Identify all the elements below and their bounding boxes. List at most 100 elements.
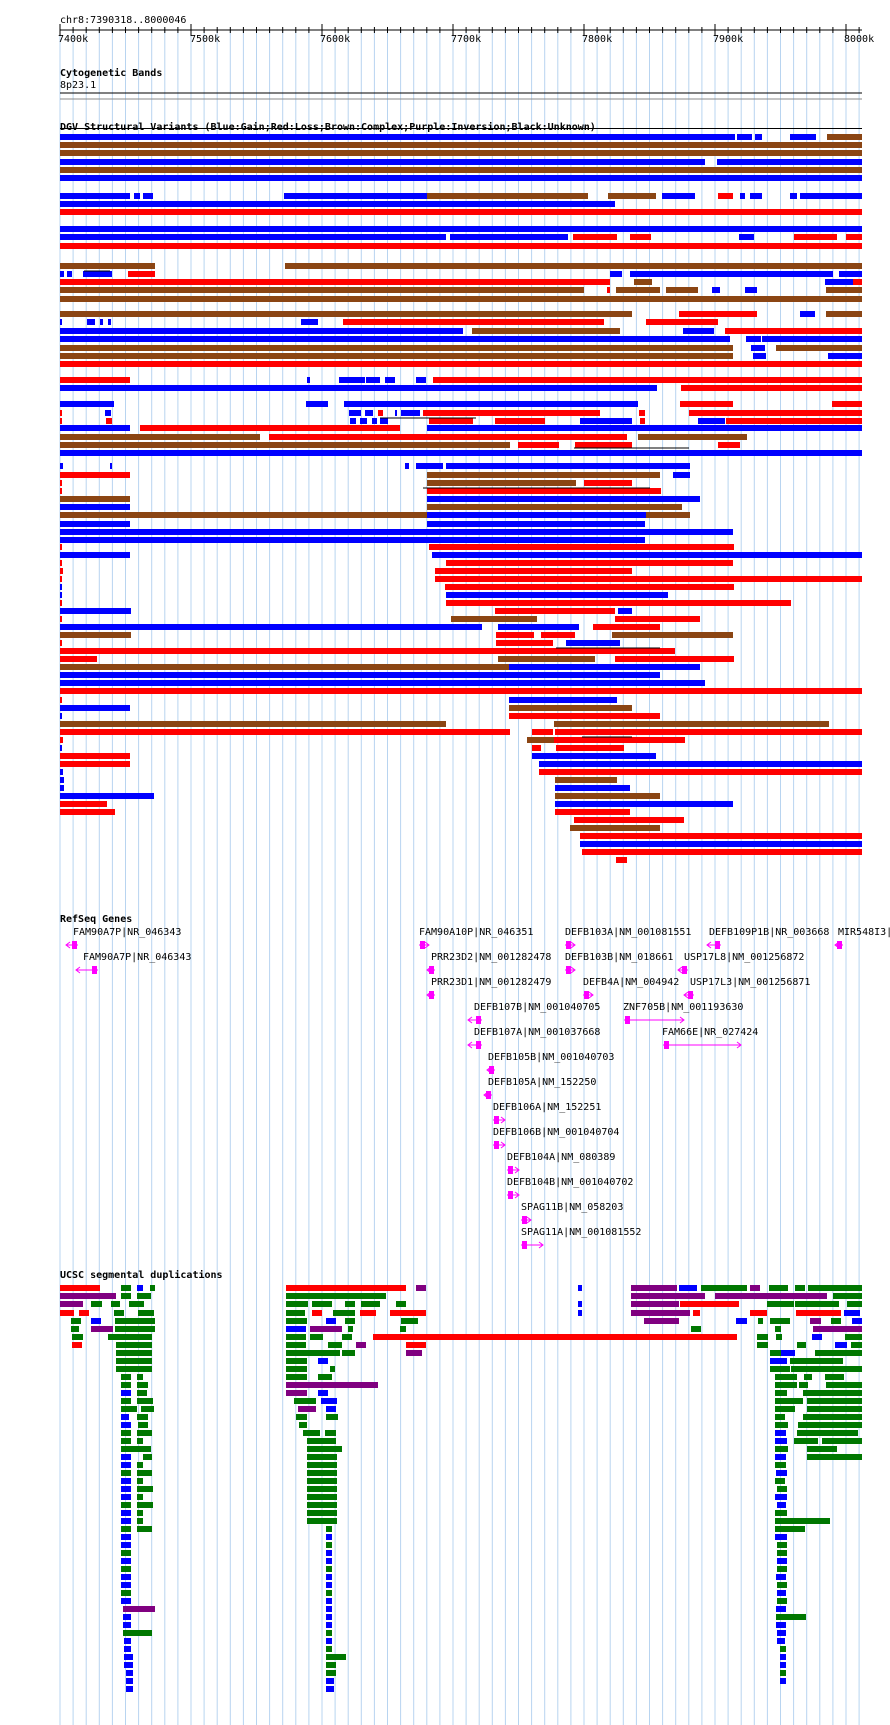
dgv-variant	[646, 319, 718, 325]
segmental-duplication	[121, 1390, 131, 1396]
gene-label[interactable]: DEFB107B|NM_001040705	[474, 1002, 601, 1013]
segmental-duplication	[116, 1366, 152, 1372]
segmental-duplication	[777, 1502, 786, 1508]
gene-label[interactable]: DEFB107A|NM_001037668	[474, 1027, 601, 1038]
dgv-variant	[666, 287, 698, 293]
segmental-duplication	[123, 1614, 131, 1620]
gene-label[interactable]: MIR548I3|	[838, 927, 890, 938]
gene-label[interactable]: USP17L8|NM_001256872	[684, 952, 805, 963]
track-title-refseq[interactable]: RefSeq Genes	[60, 914, 133, 925]
segmental-duplication	[126, 1686, 133, 1692]
gene-strand-arrow	[570, 966, 576, 974]
dgv-variant	[60, 537, 645, 543]
dgv-variant	[60, 584, 62, 590]
gene-label[interactable]: SPAG11A|NM_001081552	[521, 1227, 642, 1238]
dgv-variant	[427, 193, 588, 199]
segmental-duplication	[693, 1310, 700, 1316]
dgv-variant	[60, 737, 63, 743]
segmental-duplication	[114, 1310, 124, 1316]
track-title-cytobands[interactable]: Cytogenetic Bands	[60, 68, 163, 79]
gene-label[interactable]: DEFB105B|NM_001040703	[488, 1052, 615, 1063]
gene-strand-arrow	[424, 941, 430, 949]
dgv-variant	[853, 279, 862, 285]
gene-exon	[682, 966, 687, 974]
track-title-dgv[interactable]: DGV Structural Variants (Blue:Gain;Red:L…	[60, 122, 596, 133]
segmental-duplication	[326, 1566, 332, 1572]
segmental-duplication	[116, 1358, 152, 1364]
gene-label[interactable]: FAM90A10P|NR_046351	[419, 927, 534, 938]
gene-label[interactable]: USP17L3|NM_001256871	[690, 977, 811, 988]
gene-label[interactable]: DEFB106A|NM_152251	[493, 1102, 602, 1113]
gene-label[interactable]: DEFB103B|NM_018661	[565, 952, 674, 963]
segmental-duplication	[116, 1350, 152, 1356]
dgv-variant	[60, 434, 260, 440]
segmental-duplication	[326, 1526, 332, 1532]
dgv-variant	[432, 552, 862, 558]
segmental-duplication	[757, 1334, 768, 1340]
gene-label[interactable]: FAM90A7P|NR_046343	[73, 927, 182, 938]
gene-label[interactable]: DEFB104B|NM_001040702	[507, 1177, 634, 1188]
segmental-duplication	[286, 1366, 307, 1372]
dgv-variant	[638, 434, 747, 440]
gene-label[interactable]: DEFB106B|NM_001040704	[493, 1127, 620, 1138]
dgv-variant	[427, 488, 661, 494]
segmental-duplication	[803, 1414, 862, 1420]
dgv-variant	[566, 640, 620, 646]
gene-label[interactable]: DEFB103A|NM_001081551	[565, 927, 692, 938]
segmental-duplication	[767, 1301, 794, 1307]
segmental-duplication	[578, 1301, 582, 1307]
segmental-duplication	[286, 1318, 307, 1324]
gene-exon	[92, 966, 97, 974]
gene-strand-arrow	[75, 966, 81, 974]
dgv-variant	[60, 648, 675, 654]
dgv-variant	[60, 608, 131, 614]
gene-exon	[522, 1216, 527, 1224]
dgv-variant	[616, 857, 627, 863]
gene-label[interactable]: DEFB105A|NM_152250	[488, 1077, 597, 1088]
gene-strand-arrow	[570, 941, 576, 949]
segmental-duplication	[326, 1630, 332, 1636]
dgv-variant	[618, 608, 632, 614]
segmental-duplication	[770, 1366, 790, 1372]
track-title-segdup[interactable]: UCSC segmental duplications	[60, 1270, 223, 1281]
segmental-duplication	[137, 1398, 153, 1404]
dgv-variant	[751, 345, 765, 351]
segmental-duplication	[286, 1342, 306, 1348]
segmental-duplication	[776, 1470, 787, 1476]
segmental-duplication	[775, 1462, 786, 1468]
gene-label[interactable]: SPAG11B|NM_058203	[521, 1202, 624, 1213]
gene-label[interactable]: ZNF705B|NM_001193630	[623, 1002, 744, 1013]
segmental-duplication	[326, 1582, 332, 1588]
gene-label[interactable]: DEFB109P1B|NR_003668	[709, 927, 830, 938]
gene-strand-arrow	[706, 941, 712, 949]
segmental-duplication	[406, 1350, 422, 1356]
dgv-variant	[698, 418, 725, 424]
segmental-duplication	[644, 1318, 679, 1324]
dgv-variant	[718, 193, 733, 199]
dgv-variant	[593, 624, 660, 630]
segmental-duplication	[126, 1678, 133, 1684]
segmental-duplication	[401, 1318, 418, 1324]
dgv-variant	[60, 480, 62, 486]
dgv-variant	[349, 410, 361, 416]
dgv-variant	[718, 442, 740, 448]
dgv-variant	[60, 777, 64, 783]
gene-label[interactable]: FAM90A7P|NR_046343	[83, 952, 192, 963]
segmental-duplication	[124, 1654, 133, 1660]
gene-label[interactable]: FAM66E|NR_027424	[662, 1027, 759, 1038]
gene-label[interactable]: DEFB4A|NM_004942	[583, 977, 680, 988]
gene-label[interactable]: PRR23D2|NM_001282478	[431, 952, 552, 963]
dgv-variant	[60, 450, 862, 456]
segmental-duplication	[791, 1366, 862, 1372]
segmental-duplication	[121, 1486, 131, 1492]
gene-label[interactable]: PRR23D1|NM_001282479	[431, 977, 552, 988]
gene-exon	[664, 1041, 669, 1049]
segmental-duplication	[121, 1478, 131, 1484]
gene-label[interactable]: DEFB104A|NM_080389	[507, 1152, 616, 1163]
dgv-variant	[615, 656, 734, 662]
dgv-variant	[60, 656, 97, 662]
dgv-variant	[539, 761, 862, 767]
segmental-duplication	[776, 1622, 786, 1628]
dgv-variant	[60, 496, 130, 502]
dgv-variant	[616, 287, 660, 293]
